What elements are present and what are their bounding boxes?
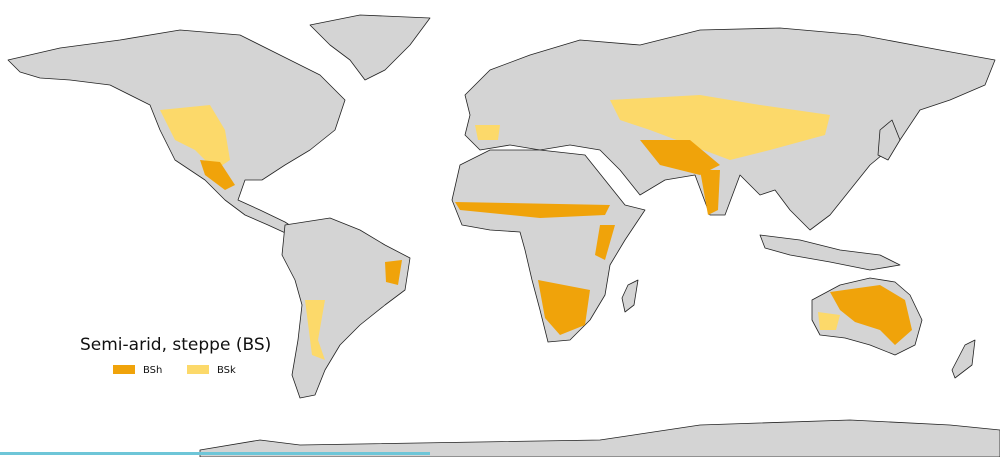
legend: Semi-arid, steppe (BS) BSh BSk: [80, 335, 271, 376]
region-bsk: [160, 105, 230, 170]
greenland: [309, 14, 431, 81]
region-bsh: [640, 140, 720, 175]
africa: [451, 149, 646, 343]
region-bsh: [455, 202, 610, 218]
new-zealand: [951, 339, 976, 379]
region-bsh: [700, 170, 720, 215]
japan: [877, 119, 901, 161]
legend-items: BSh BSk: [113, 365, 236, 376]
region-bsh: [595, 225, 615, 260]
region-bsk: [610, 95, 830, 160]
indonesia: [759, 234, 901, 271]
region-bsk: [305, 300, 325, 360]
legend-swatch: [113, 365, 135, 374]
steppe-regions: [160, 95, 912, 360]
antarctica: [199, 419, 1000, 457]
region-bsk: [818, 312, 840, 330]
bottom-strip: [0, 452, 430, 455]
region-bsh: [385, 260, 402, 285]
legend-label: BSk: [217, 365, 236, 376]
region-bsh: [200, 160, 235, 190]
legend-swatch: [187, 365, 209, 374]
region-bsh: [830, 285, 912, 345]
legend-label: BSh: [143, 365, 162, 376]
region-bsk: [475, 125, 500, 140]
madagascar: [621, 279, 639, 313]
region-bsh: [538, 280, 590, 335]
legend-title: Semi-arid, steppe (BS): [80, 335, 271, 355]
